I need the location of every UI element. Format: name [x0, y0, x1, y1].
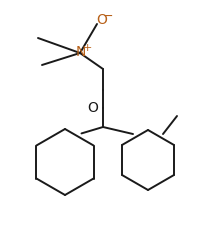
Text: −: − [103, 9, 113, 23]
Text: +: + [82, 43, 92, 53]
Text: O: O [97, 13, 107, 27]
Text: N: N [76, 45, 86, 59]
Text: O: O [88, 101, 98, 115]
